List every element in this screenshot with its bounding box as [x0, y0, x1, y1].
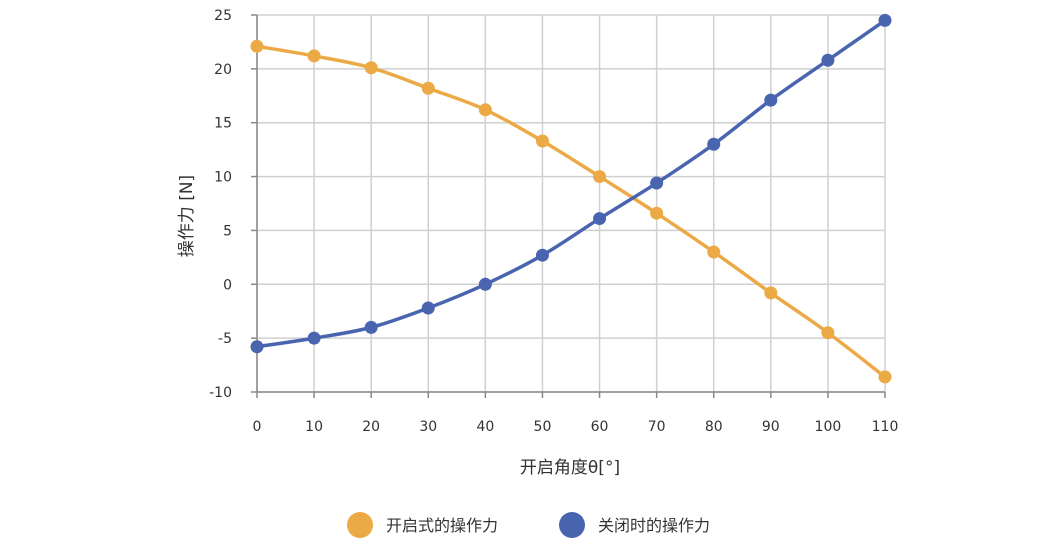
- x-tick-label: 90: [762, 419, 780, 435]
- data-point-closing[interactable]: [250, 340, 264, 354]
- series-group: [250, 13, 892, 384]
- legend-label-closing: 关闭时的操作力: [598, 516, 710, 535]
- x-tick-label: 60: [591, 419, 609, 435]
- x-tick-label: 110: [872, 419, 899, 435]
- data-point-opening[interactable]: [421, 81, 435, 95]
- data-point-closing[interactable]: [421, 301, 435, 315]
- data-point-closing[interactable]: [650, 176, 664, 190]
- x-tick-label: 100: [815, 419, 842, 435]
- x-tick-label: 40: [476, 419, 494, 435]
- y-tick-label: 20: [214, 62, 232, 78]
- y-tick-label: -10: [209, 385, 232, 401]
- data-point-closing[interactable]: [593, 212, 607, 226]
- data-point-closing[interactable]: [878, 13, 892, 27]
- x-tick-label: 0: [253, 419, 262, 435]
- y-tick-label: 0: [223, 277, 232, 293]
- data-point-closing[interactable]: [535, 248, 549, 262]
- y-tick-label: 25: [214, 8, 232, 24]
- y-axis-ticks: 25 20 15 10 5 0 -5 -10: [209, 8, 257, 401]
- x-axis-title: 开启角度θ[°]: [520, 458, 620, 478]
- data-point-closing[interactable]: [307, 331, 321, 345]
- data-point-opening[interactable]: [707, 245, 721, 259]
- x-tick-label: 50: [534, 419, 552, 435]
- y-axis-title: 操作力 [N]: [177, 175, 197, 257]
- axes: [256, 15, 885, 393]
- data-point-opening[interactable]: [821, 326, 835, 340]
- data-point-opening[interactable]: [478, 103, 492, 117]
- legend-item-opening[interactable]: 开启式的操作力: [347, 512, 498, 538]
- series-line-opening: [255, 44, 887, 379]
- data-point-closing[interactable]: [821, 53, 835, 67]
- x-tick-label: 70: [648, 419, 666, 435]
- y-tick-label: 10: [214, 170, 232, 186]
- x-tick-label: 20: [362, 419, 380, 435]
- y-tick-label: 5: [223, 223, 232, 239]
- data-point-opening[interactable]: [878, 370, 892, 384]
- data-point-opening[interactable]: [535, 134, 549, 148]
- legend: 开启式的操作力 关闭时的操作力: [347, 512, 710, 538]
- y-tick-label: -5: [218, 331, 232, 347]
- x-tick-label: 30: [419, 419, 437, 435]
- data-point-opening[interactable]: [593, 170, 607, 184]
- data-point-opening[interactable]: [250, 39, 264, 53]
- legend-label-opening: 开启式的操作力: [386, 516, 498, 535]
- y-tick-label: 15: [214, 116, 232, 132]
- x-tick-label: 10: [305, 419, 323, 435]
- data-point-opening[interactable]: [650, 206, 664, 220]
- legend-item-closing[interactable]: 关闭时的操作力: [559, 512, 710, 538]
- data-point-closing[interactable]: [707, 137, 721, 151]
- legend-swatch-opening: [347, 512, 373, 538]
- data-point-opening[interactable]: [307, 49, 321, 63]
- x-tick-label: 80: [705, 419, 723, 435]
- x-axis-ticks: 0 10 20 30 40 50 60 70 80 90 100 110: [253, 392, 899, 435]
- data-point-opening[interactable]: [364, 61, 378, 75]
- data-point-closing[interactable]: [764, 93, 778, 107]
- grid-lines: [256, 14, 886, 393]
- data-point-closing[interactable]: [478, 277, 492, 291]
- legend-swatch-closing: [559, 512, 585, 538]
- data-point-closing[interactable]: [364, 320, 378, 334]
- data-point-opening[interactable]: [764, 286, 778, 300]
